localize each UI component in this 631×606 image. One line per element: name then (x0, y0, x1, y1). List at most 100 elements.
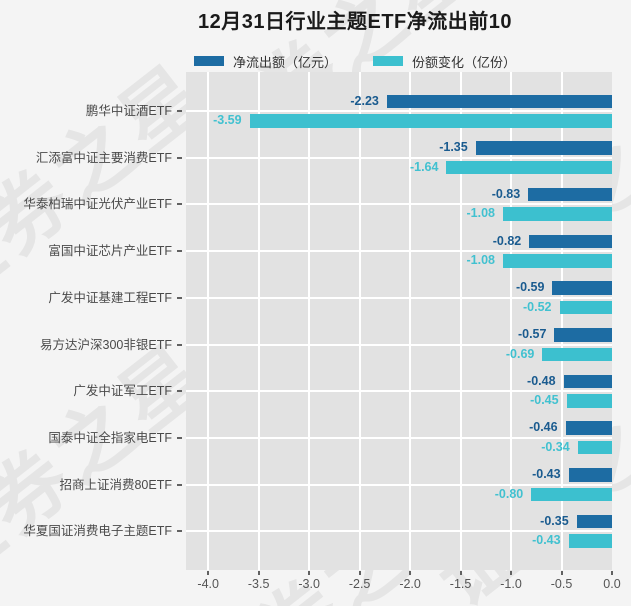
chart-title: 12月31日行业主题ETF净流出前10 (197, 11, 512, 33)
gridline-horizontal (186, 530, 612, 533)
x-axis-tick-label: -0.5 (550, 577, 573, 591)
value-label-share-change: -0.80 (494, 486, 524, 501)
category-label: 富国中证芯片产业ETF (48, 244, 172, 259)
legend-label-net-outflow: 净流出额（亿元） (232, 54, 337, 70)
x-axis-tick (510, 571, 513, 575)
bar-share-change (568, 534, 612, 548)
bar-share-change (566, 394, 612, 408)
value-label-share-change: -0.69 (505, 346, 535, 361)
bar-net-outflow (554, 328, 612, 342)
bar-share-change (559, 300, 612, 315)
gridline-vertical (257, 72, 260, 570)
value-label-share-change: -1.08 (466, 253, 495, 268)
category-label: 招商上证消费80ETF (59, 477, 172, 492)
value-label-net-outflow: -0.59 (515, 280, 545, 295)
bar-share-change (502, 254, 612, 268)
y-axis-tick (177, 530, 182, 533)
category-label: 华泰柏瑞中证光伏产业ETF (23, 197, 172, 212)
bar-share-change (542, 347, 612, 361)
gridline-vertical (308, 72, 311, 570)
legend-swatch-share-change (373, 56, 403, 66)
y-axis-tick (177, 390, 182, 393)
y-axis-tick (177, 343, 182, 346)
y-axis-tick (177, 436, 182, 439)
category-label: 国泰中证全指家电ETF (48, 430, 172, 445)
gridline-horizontal (186, 343, 612, 346)
value-label-net-outflow: -2.23 (350, 93, 379, 108)
y-axis-tick (177, 156, 182, 159)
plot-area: -2.23 -3.59 -1.35 -1.64 -0.83 -1.08 -0.82 -1.08… (186, 72, 612, 570)
legend: 净流出额（亿元） 份额变化（亿份） (80, 52, 630, 70)
y-axis-tick (177, 110, 182, 112)
x-axis-tick-label: 0.0 (603, 577, 621, 591)
gridline-vertical (560, 72, 563, 570)
y-axis-tick (177, 296, 182, 299)
x-axis-tick-label: -2.5 (348, 577, 371, 591)
gridline-horizontal (186, 390, 612, 393)
gridline-horizontal (186, 250, 612, 253)
value-label-net-outflow: -0.46 (529, 420, 558, 435)
x-axis-tick-label: -3.5 (247, 577, 270, 591)
value-label-share-change: -0.43 (532, 533, 561, 548)
gridline-horizontal (186, 156, 612, 159)
gridline-horizontal (186, 483, 612, 486)
x-axis-tick-label: -3.0 (298, 577, 320, 591)
bar-net-outflow (528, 187, 612, 202)
gridline-vertical (358, 72, 361, 570)
category-label: 广发中证基建工程ETF (48, 290, 172, 305)
value-label-net-outflow: -0.57 (517, 327, 547, 341)
value-label-net-outflow: -0.35 (540, 513, 569, 528)
x-axis-tick (308, 571, 311, 575)
x-axis-tick (611, 571, 613, 575)
bar-net-outflow (576, 514, 612, 529)
y-axis-tick (177, 483, 182, 486)
value-label-net-outflow: -0.83 (491, 186, 521, 201)
category-label: 汇添富中证主要消费ETF (35, 150, 172, 165)
x-axis-tick-label: -1.5 (449, 577, 472, 591)
x-axis-tick-label: -1.0 (500, 577, 522, 591)
legend-item-net-outflow: 净流出额（亿元） (193, 52, 337, 71)
y-axis-tick (177, 250, 182, 253)
value-label-net-outflow: -1.35 (439, 140, 468, 155)
value-label-net-outflow: -0.43 (532, 467, 561, 482)
x-axis-tick-label: -4.0 (197, 577, 219, 591)
value-label-share-change: -0.45 (530, 393, 559, 408)
x-axis-tick (257, 571, 260, 575)
value-label-share-change: -0.52 (523, 299, 552, 314)
category-label: 华夏国证消费电子主题ETF (23, 524, 172, 539)
bar-net-outflow (563, 374, 612, 389)
category-label: 鹏华中证酒ETF (85, 104, 172, 118)
gridline-horizontal (186, 203, 612, 206)
bar-net-outflow (529, 234, 612, 249)
category-label: 广发中证军工ETF (73, 384, 172, 399)
bar-net-outflow (552, 281, 612, 295)
x-axis-tick (409, 571, 412, 575)
gridline-vertical (459, 72, 462, 570)
legend-item-share-change: 份额变化（亿份） (373, 52, 516, 71)
gridline-horizontal (186, 296, 612, 299)
value-label-share-change: -1.08 (466, 206, 495, 221)
x-axis-tick (560, 571, 563, 575)
bar-share-change (249, 114, 612, 128)
x-axis-tick (207, 571, 210, 575)
gridline-horizontal (186, 110, 612, 112)
x-axis-tick (459, 571, 462, 575)
value-label-share-change: -0.34 (541, 439, 570, 454)
value-label-net-outflow: -0.82 (492, 233, 522, 248)
gridline-vertical (510, 72, 513, 570)
gridline-vertical (207, 72, 210, 570)
bar-share-change (446, 160, 612, 175)
legend-label-share-change: 份额变化（亿份） (412, 54, 517, 70)
y-axis-tick (177, 203, 182, 206)
bar-net-outflow (565, 421, 612, 435)
x-axis-tick (358, 571, 361, 575)
bar-share-change (577, 440, 612, 455)
bar-share-change (531, 487, 612, 502)
bar-net-outflow (386, 94, 612, 108)
x-axis-tick-label: -2.0 (399, 577, 421, 591)
value-label-share-change: -1.64 (409, 159, 439, 174)
value-label-share-change: -3.59 (213, 113, 242, 127)
legend-swatch-net-outflow (193, 56, 224, 66)
category-label: 易方达沪深300非银ETF (40, 337, 172, 352)
